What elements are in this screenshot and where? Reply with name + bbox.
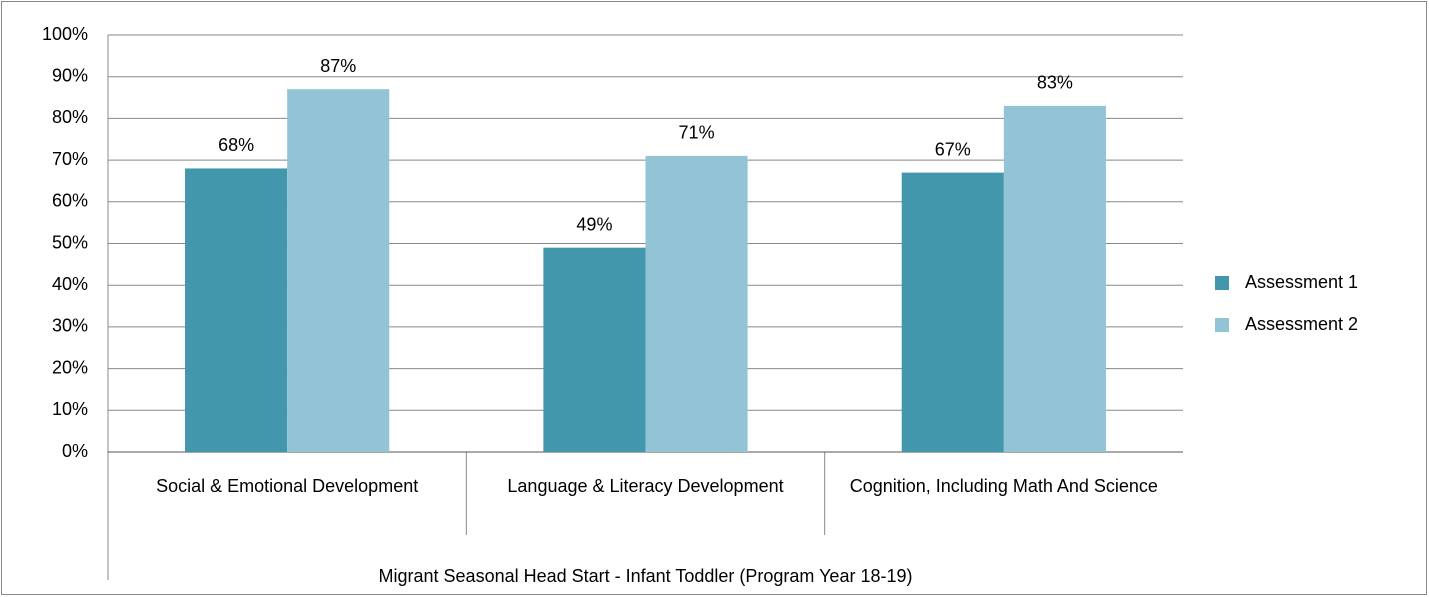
y-tick-label: 30% [52, 316, 88, 336]
data-label: 83% [1037, 73, 1073, 93]
y-tick-label: 0% [62, 441, 88, 461]
data-label: 67% [935, 139, 971, 159]
category-group-label: Migrant Seasonal Head Start - Infant Tod… [379, 566, 913, 586]
bar [185, 168, 288, 452]
y-tick-label: 10% [52, 399, 88, 419]
legend-swatch [1215, 318, 1229, 332]
data-label: 71% [679, 123, 715, 143]
x-tick-label: Social & Emotional Development [156, 476, 419, 496]
data-label: 49% [576, 214, 612, 234]
y-tick-label: 70% [52, 149, 88, 169]
y-tick-label: 50% [52, 232, 88, 252]
bar [1003, 105, 1106, 452]
y-tick-label: 80% [52, 107, 88, 127]
data-label: 68% [218, 135, 254, 155]
y-tick-label: 100% [42, 24, 88, 44]
legend-label: Assessment 1 [1245, 272, 1358, 292]
y-tick-label: 40% [52, 274, 88, 294]
bar [901, 172, 1004, 453]
legend-label: Assessment 2 [1245, 314, 1358, 334]
y-tick-label: 60% [52, 191, 88, 211]
y-tick-label: 90% [52, 65, 88, 85]
y-tick-label: 20% [52, 357, 88, 377]
bar [287, 89, 390, 453]
bar [543, 247, 646, 452]
bar [645, 155, 748, 452]
x-tick-label: Language & Literacy Development [507, 476, 784, 496]
legend-swatch [1215, 276, 1229, 290]
data-label: 87% [320, 56, 356, 76]
x-tick-label: Cognition, Including Math And Science [849, 476, 1158, 496]
